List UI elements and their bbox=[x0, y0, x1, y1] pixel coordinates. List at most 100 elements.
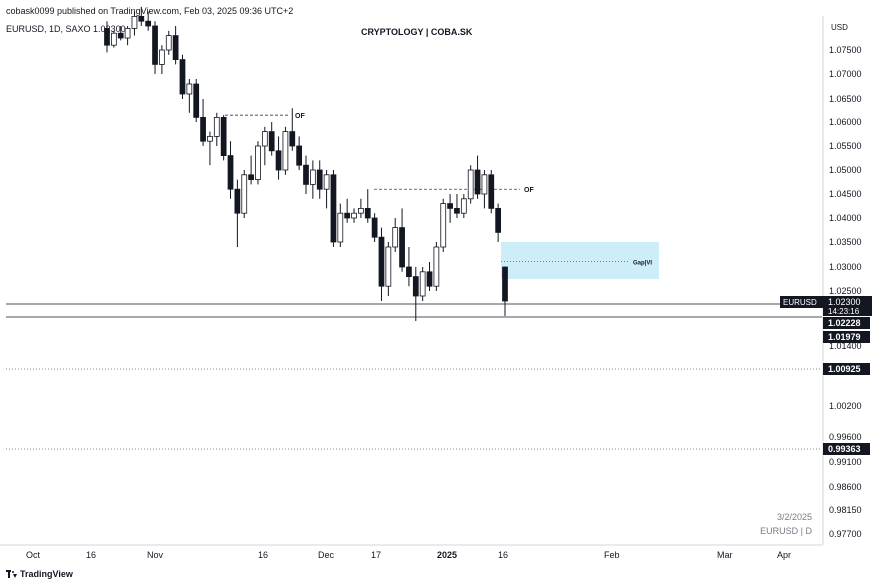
x-tick-label: 16 bbox=[86, 550, 96, 560]
candle-down bbox=[406, 266, 412, 277]
y-tick-label: 1.04500 bbox=[829, 189, 862, 199]
of-label: OF bbox=[524, 187, 534, 194]
candle-down bbox=[316, 169, 323, 190]
candle-down bbox=[179, 59, 186, 95]
candle-down bbox=[117, 32, 124, 39]
candle-down bbox=[193, 83, 200, 118]
published-note: cobask0099 published on TradingView.com,… bbox=[6, 6, 294, 16]
candle-up bbox=[159, 49, 165, 65]
y-tick-label: 1.04000 bbox=[829, 213, 862, 223]
candle-down bbox=[289, 131, 296, 147]
price-level-value: 1.00925 bbox=[828, 364, 861, 374]
candle-up bbox=[165, 35, 172, 51]
tradingview-logo[interactable]: TradingView bbox=[6, 569, 73, 579]
price-level-label bbox=[823, 317, 870, 329]
candle-down bbox=[474, 169, 481, 195]
x-tick-label: Nov bbox=[147, 550, 164, 560]
candle-down bbox=[303, 164, 309, 185]
candle-down bbox=[138, 15, 145, 22]
candle-down bbox=[371, 217, 378, 238]
candle-up bbox=[110, 32, 117, 46]
y-tick-label: 1.05000 bbox=[829, 165, 862, 175]
candle-up bbox=[467, 169, 474, 200]
chart-title: CRYPTOLOGY | COBA.SK bbox=[361, 27, 473, 37]
candle-down bbox=[330, 174, 337, 243]
y-tick-label: 0.97700 bbox=[829, 529, 862, 539]
x-tick-label: 16 bbox=[498, 550, 508, 560]
y-tick-label: 1.03000 bbox=[829, 262, 862, 272]
current-price-label bbox=[823, 296, 872, 316]
watermark-date: 3/2/2025 bbox=[776, 512, 812, 522]
tradingview-logo-text: TradingView bbox=[20, 569, 73, 579]
candle-down bbox=[412, 276, 419, 297]
symbol-name[interactable]: EURUSD, 1D, SAXO bbox=[6, 24, 91, 34]
x-tick-label: Apr bbox=[777, 550, 791, 560]
candle-down bbox=[296, 145, 303, 166]
candle-up bbox=[323, 174, 330, 190]
countdown-timer: 14:23:16 bbox=[828, 307, 860, 316]
y-tick-label: 0.99600 bbox=[829, 432, 862, 442]
candle-down bbox=[152, 25, 158, 65]
candle-up bbox=[124, 27, 131, 39]
candle-up bbox=[207, 135, 213, 142]
price-level-label bbox=[823, 443, 870, 455]
candle-up bbox=[392, 227, 399, 248]
candle-down bbox=[145, 20, 152, 27]
x-tick-label: Oct bbox=[26, 550, 41, 560]
y-tick-label: 1.05500 bbox=[829, 141, 862, 151]
price-level-value: 1.01979 bbox=[828, 332, 861, 342]
candle-down bbox=[364, 207, 371, 219]
candle-up bbox=[213, 117, 220, 137]
symbol-price-tag bbox=[780, 296, 823, 308]
symbol-price-tag-text: EURUSD bbox=[783, 298, 817, 307]
candle-up bbox=[255, 145, 261, 180]
tradingview-logo-icon bbox=[6, 570, 17, 578]
y-tick-label: 1.01400 bbox=[829, 341, 862, 351]
y-tick-label: 1.06000 bbox=[829, 117, 862, 127]
y-tick-label: 0.99100 bbox=[829, 457, 862, 467]
candle-down bbox=[344, 212, 351, 219]
price-level-value: 0.99363 bbox=[828, 444, 861, 454]
candle-down bbox=[495, 207, 502, 233]
candle-up bbox=[358, 207, 364, 214]
y-tick-label: 1.02500 bbox=[829, 286, 862, 296]
currency-label: USD bbox=[831, 23, 848, 32]
candle-down bbox=[227, 155, 234, 190]
gap-zone bbox=[501, 242, 659, 279]
price-level-value: 1.02228 bbox=[828, 318, 861, 328]
y-tick-label: 1.07000 bbox=[829, 69, 862, 79]
gap-label: Gap|VI bbox=[633, 261, 652, 267]
candle-up bbox=[261, 131, 268, 147]
of-label: OF bbox=[295, 113, 305, 120]
candle-up bbox=[419, 271, 426, 297]
candle-down bbox=[268, 131, 275, 152]
candle-down bbox=[378, 236, 385, 287]
candle-up bbox=[241, 174, 248, 214]
candle-down bbox=[488, 174, 495, 209]
candle-up bbox=[131, 15, 138, 29]
y-tick-label: 1.00200 bbox=[829, 401, 862, 411]
watermark-symbol: EURUSD | D bbox=[760, 526, 812, 536]
candle-down bbox=[426, 271, 433, 287]
y-tick-label: 0.98150 bbox=[829, 505, 862, 515]
x-tick-label: Feb bbox=[604, 550, 620, 560]
candle-down bbox=[454, 207, 460, 214]
candle-down bbox=[104, 27, 110, 46]
x-tick-label: 16 bbox=[258, 550, 268, 560]
candle-up bbox=[186, 83, 193, 95]
candle-up bbox=[337, 212, 344, 243]
candle-down bbox=[248, 174, 254, 181]
candle-up bbox=[481, 174, 488, 195]
candle-up bbox=[282, 131, 289, 171]
candle-down bbox=[220, 117, 227, 157]
candle-down bbox=[172, 35, 179, 60]
candle-down bbox=[200, 117, 206, 142]
candle-up bbox=[440, 203, 447, 248]
candle-down bbox=[502, 266, 508, 302]
x-tick-label: 2025 bbox=[437, 550, 457, 560]
candle-up bbox=[385, 246, 392, 287]
x-tick-label: 17 bbox=[371, 550, 381, 560]
candle-up bbox=[351, 212, 357, 219]
price-level-label bbox=[823, 331, 870, 343]
